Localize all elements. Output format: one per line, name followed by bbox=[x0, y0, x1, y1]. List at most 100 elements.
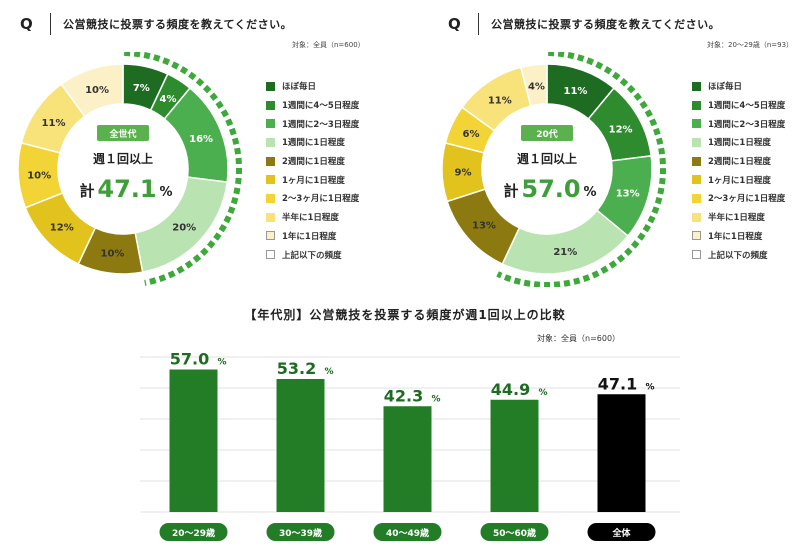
bar-category-pill-4 bbox=[480, 523, 549, 541]
right-legend-item-3: 1週間に2〜3日程度 bbox=[692, 114, 785, 133]
left-legend-label-9: 1年に1日程度 bbox=[282, 231, 337, 242]
left-center-line: 週１回以上 bbox=[93, 151, 153, 166]
left-legend-item-6: 1ヶ月に1日程度 bbox=[266, 170, 359, 189]
bar-category-label-4: 50〜60歳 bbox=[493, 527, 536, 539]
bar-category-pill-5 bbox=[587, 523, 656, 541]
left-legend-swatch-2 bbox=[266, 100, 275, 110]
left-legend-label-6: 1ヶ月に1日程度 bbox=[282, 175, 345, 186]
right-total-unit: % bbox=[583, 185, 596, 200]
right-legend-label-10: 上記以下の頻度 bbox=[708, 250, 768, 261]
right-question-text: 公営競技に投票する頻度を教えてください。 bbox=[491, 18, 721, 31]
right-legend-item-6: 1ヶ月に1日程度 bbox=[692, 170, 785, 189]
left-legend-swatch-9 bbox=[266, 231, 275, 241]
left-legend-item-3: 1週間に2〜3日程度 bbox=[266, 114, 359, 133]
left-slice-label-4: 20% bbox=[172, 223, 196, 234]
right-center-line: 週１回以上 bbox=[517, 151, 577, 166]
bar-value-label-3: 42.3 bbox=[384, 386, 423, 405]
left-question-text: 公営競技に投票する頻度を教えてください。 bbox=[63, 18, 293, 31]
left-center-badge-text: 全世代 bbox=[108, 128, 136, 140]
right-legend-item-1: ほぼ毎日 bbox=[692, 77, 785, 96]
left-legend-swatch-6 bbox=[266, 175, 275, 185]
left-legend-swatch-8 bbox=[266, 212, 275, 222]
bar-category-pill-1 bbox=[159, 523, 228, 541]
left-slice-label-5: 10% bbox=[101, 248, 125, 259]
right-legend-swatch-1 bbox=[692, 81, 701, 91]
right-slice-label-2: 12% bbox=[609, 125, 633, 136]
right-legend-item-10: 上記以下の頻度 bbox=[692, 245, 785, 264]
right-legend-item-2: 1週間に4〜5日程度 bbox=[692, 96, 785, 115]
right-question-header: Q 公営競技に投票する頻度を教えてください。 bbox=[448, 12, 720, 36]
right-legend-swatch-3 bbox=[692, 119, 701, 129]
right-total-prefix: 計 bbox=[503, 182, 518, 200]
bar-category-pill-2 bbox=[266, 523, 335, 541]
right-slice-label-5: 13% bbox=[472, 221, 496, 232]
bar-category-pill-3 bbox=[373, 523, 442, 541]
right-basis: 対象：20〜29歳（n=93） bbox=[707, 41, 794, 49]
right-legend-label-5: 2週間に1日程度 bbox=[708, 157, 771, 168]
right-q-mark: Q bbox=[448, 15, 461, 33]
right-legend-item-8: 半年に1日程度 bbox=[692, 208, 785, 227]
left-total-value: 47.1 bbox=[97, 175, 156, 203]
left-legend-item-4: 1週間に1日程度 bbox=[266, 133, 359, 152]
right-legend-label-2: 1週間に4〜5日程度 bbox=[708, 101, 786, 112]
right-slice-label-1: 11% bbox=[563, 86, 587, 97]
right-legend-label-7: 2〜3ヶ月に1日程度 bbox=[708, 194, 786, 205]
left-legend-item-1: ほぼ毎日 bbox=[266, 77, 359, 96]
bar-category-label-5: 全体 bbox=[611, 527, 631, 539]
left-legend-item-10: 上記以下の頻度 bbox=[266, 245, 359, 264]
left-legend-item-9: 1年に1日程度 bbox=[266, 227, 359, 246]
left-legend-label-3: 1週間に2〜3日程度 bbox=[282, 119, 360, 130]
right-legend-label-9: 1年に1日程度 bbox=[708, 231, 763, 242]
right-legend-label-1: ほぼ毎日 bbox=[708, 82, 743, 93]
bar-chart-basis: 対象：全員（n=600） bbox=[537, 334, 621, 343]
left-slice-label-1: 7% bbox=[133, 83, 150, 94]
right-legend-item-7: 2〜3ヶ月に1日程度 bbox=[692, 189, 785, 208]
bar-4 bbox=[490, 399, 539, 512]
right-legend-swatch-6 bbox=[692, 175, 701, 185]
left-slice-9 bbox=[60, 63, 124, 118]
bar-1 bbox=[169, 369, 218, 512]
right-center-badge-text: 20代 bbox=[536, 128, 558, 140]
left-legend-label-7: 2〜3ヶ月に1日程度 bbox=[282, 194, 360, 205]
bar-5 bbox=[597, 394, 646, 512]
left-slice-label-6: 12% bbox=[50, 223, 74, 234]
right-slice-label-9: 4% bbox=[528, 82, 545, 93]
left-slice-label-9: 10% bbox=[85, 85, 109, 96]
left-question-header: Q 公営競技に投票する頻度を教えてください。 bbox=[20, 12, 292, 36]
right-total-value: 57.0 bbox=[521, 175, 580, 203]
left-basis: 対象：全員（n=600） bbox=[292, 41, 365, 49]
bar-category-label-2: 30〜39歳 bbox=[279, 527, 322, 539]
age-bar-chart: 57.0 % 20〜29歳 53.2 % 30〜39歳 42.3 % 40〜49歳 44.9 % 50… bbox=[140, 350, 680, 541]
bar-value-label-2: 53.2 bbox=[277, 359, 316, 378]
bar-value-unit-5: % bbox=[646, 382, 655, 392]
left-legend-label-1: ほぼ毎日 bbox=[282, 82, 317, 93]
right-slice-label-8: 11% bbox=[488, 96, 512, 107]
right-legend-label-4: 1週間に1日程度 bbox=[708, 138, 771, 149]
right-legend-label-6: 1ヶ月に1日程度 bbox=[708, 175, 771, 186]
right-slice-label-7: 6% bbox=[463, 129, 480, 140]
left-slice-label-2: 4% bbox=[160, 94, 177, 105]
left-legend-item-2: 1週間に4〜5日程度 bbox=[266, 96, 359, 115]
right-legend-label-8: 半年に1日程度 bbox=[708, 213, 765, 224]
left-center-badge bbox=[97, 125, 149, 141]
left-legend-label-2: 1週間に4〜5日程度 bbox=[282, 101, 360, 112]
right-legend-item-5: 2週間に1日程度 bbox=[692, 152, 785, 171]
left-legend-swatch-3 bbox=[266, 119, 275, 129]
bar-category-label-3: 40〜49歳 bbox=[386, 527, 429, 539]
bar-chart-title: 【年代別】公営競技を投票する頻度が週1回以上の比較 bbox=[244, 308, 566, 322]
right-legend-item-4: 1週間に1日程度 bbox=[692, 133, 785, 152]
left-legend-swatch-4 bbox=[266, 137, 275, 147]
bar-value-unit-3: % bbox=[432, 394, 441, 404]
left-legend-label-10: 上記以下の頻度 bbox=[282, 250, 342, 261]
right-highlight-arc bbox=[496, 52, 666, 287]
left-highlight-arc bbox=[124, 52, 242, 286]
right-slice-label-6: 9% bbox=[455, 168, 472, 179]
right-legend-swatch-9 bbox=[692, 231, 701, 241]
left-legend-item-5: 2週間に1日程度 bbox=[266, 152, 359, 171]
right-slice-4 bbox=[501, 209, 629, 275]
bar-2 bbox=[276, 379, 325, 512]
left-slice-label-7: 10% bbox=[27, 170, 51, 181]
left-slice-label-3: 16% bbox=[189, 134, 213, 145]
